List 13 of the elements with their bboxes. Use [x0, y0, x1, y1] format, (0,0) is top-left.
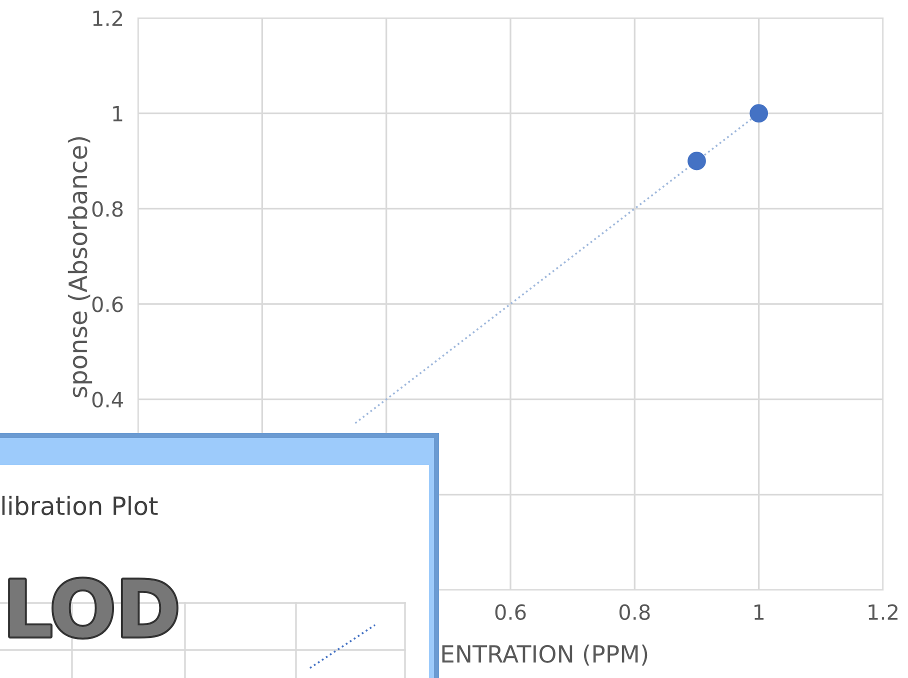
y-tick-label: 1 — [113, 106, 122, 122]
x-tick-label: 1 — [754, 604, 764, 620]
annotation: LOD — [10, 578, 176, 638]
annotation: libration Plot — [2, 496, 158, 516]
x-tick-label: 0.6 — [495, 604, 526, 620]
x-tick-label: 1.2 — [868, 604, 898, 620]
y-axis-title: sponse (Absorbance) — [68, 137, 92, 398]
y-tick-label: 0.6 — [92, 296, 123, 312]
x-tick-label: 0.8 — [619, 604, 650, 620]
y-tick-label: 0.8 — [92, 201, 123, 217]
y-tick-label: 0.4 — [92, 392, 123, 408]
x-axis-title: ENTRATION (PPM) — [442, 644, 648, 666]
y-tick-label: 1.2 — [93, 10, 122, 26]
